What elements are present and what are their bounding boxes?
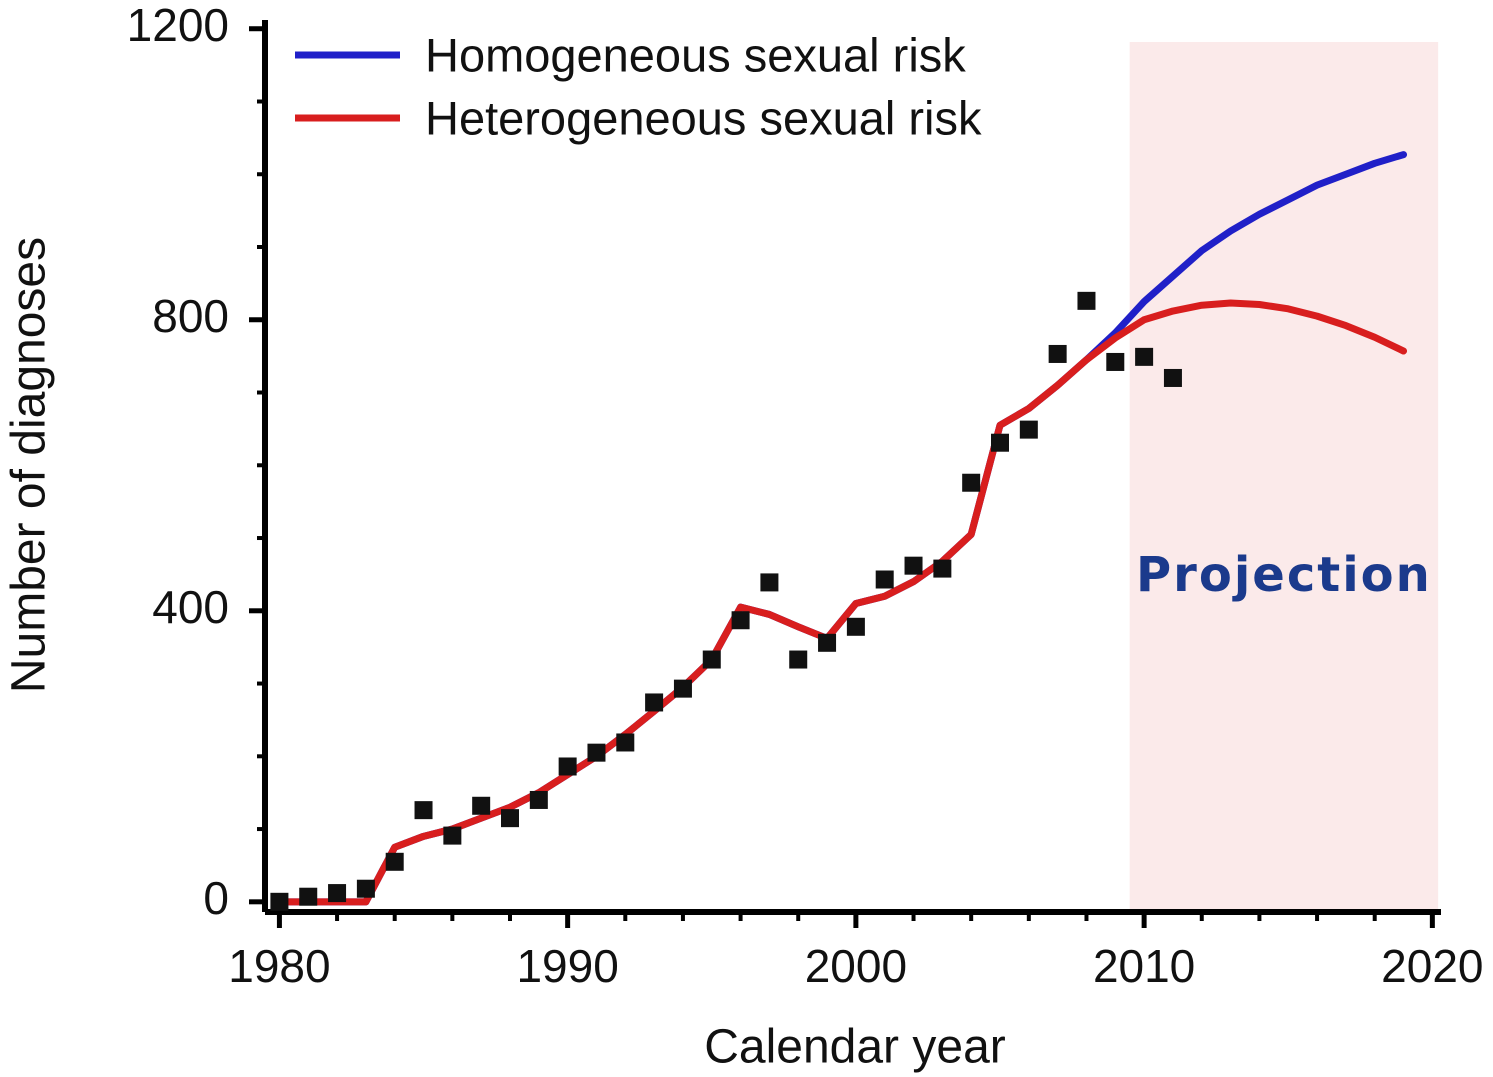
projection-label: Projection [1136,547,1432,603]
y-tick-label: 0 [203,872,229,924]
observed-point [846,617,865,636]
observed-point [299,887,318,906]
x-tick-label: 1980 [228,940,330,992]
observed-point [328,884,347,903]
observed-point [587,743,606,762]
observed-point [904,556,923,575]
observed-point [472,796,491,815]
y-tick-label: 400 [152,581,229,633]
observed-point [673,679,692,698]
observed-point [616,733,635,752]
observed-point [443,826,462,845]
observed-point [875,570,894,589]
observed-point [414,801,433,820]
y-tick-label: 800 [152,290,229,342]
observed-point [501,809,519,828]
x-tick-label: 2000 [805,940,907,992]
projection-region [1129,42,1439,912]
y-axis-label: Number of diagnoses [3,237,56,693]
observed-point [760,573,779,592]
x-tick-label: 1990 [516,940,618,992]
x-tick-label: 2020 [1381,940,1483,992]
observed-point [1048,344,1067,363]
observed-point [1135,347,1154,366]
observed-point [270,892,289,911]
observed-point [731,611,750,630]
observed-point [933,559,952,578]
legend-label: Homogeneous sexual risk [425,28,966,81]
observed-point [1106,352,1125,371]
observed-point [962,473,981,492]
observed-point [558,757,577,776]
y-tick-label: 1200 [127,0,229,51]
observed-point [529,790,548,809]
observed-point [818,633,837,652]
observed-point [385,852,404,871]
observed-point [1019,420,1038,439]
observed-point [702,650,721,669]
observed-point [991,433,1009,452]
observed-point [789,650,808,669]
legend-label: Heterogeneous sexual risk [425,91,982,144]
x-axis-label: Calendar year [704,1021,1006,1074]
observed-point [1163,368,1182,387]
observed-point [1077,291,1096,310]
observed-point [645,693,664,712]
observed-point [356,879,375,898]
series-line [275,299,1408,906]
x-tick-label: 2010 [1093,940,1195,992]
